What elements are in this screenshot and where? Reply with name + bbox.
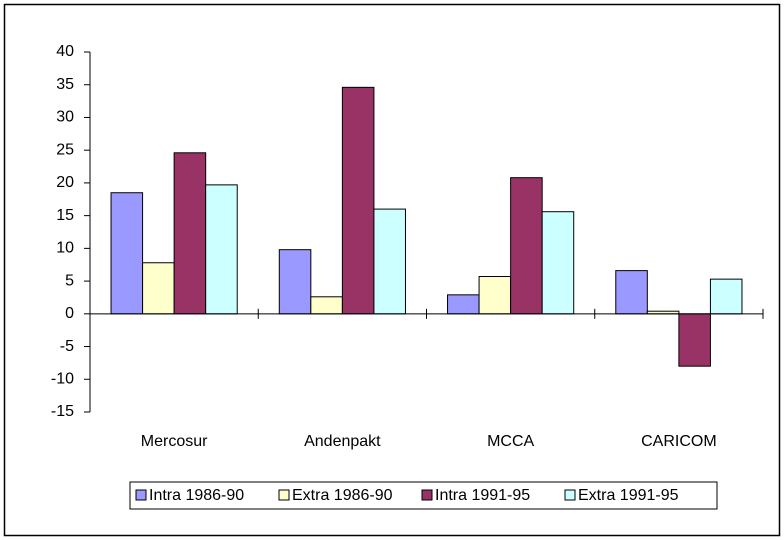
y-tick-label: 15 bbox=[56, 207, 74, 224]
bar bbox=[447, 294, 480, 315]
bar bbox=[510, 177, 543, 315]
bar bbox=[678, 313, 711, 367]
legend-swatch bbox=[278, 489, 290, 501]
legend-swatch bbox=[564, 489, 576, 501]
y-tick-label: 5 bbox=[65, 272, 74, 289]
legend-label: Extra 1991-95 bbox=[578, 487, 679, 504]
legend-swatch bbox=[135, 489, 147, 501]
bar bbox=[341, 86, 375, 315]
legend-swatch bbox=[421, 489, 433, 501]
bar bbox=[205, 184, 238, 315]
x-tick-label: MCCA bbox=[487, 433, 534, 450]
x-tick-label: Mercosur bbox=[141, 433, 208, 450]
legend-label: Extra 1986-90 bbox=[292, 487, 393, 504]
y-tick-label: 40 bbox=[56, 43, 74, 60]
y-tick-label: 10 bbox=[56, 240, 74, 257]
y-tick-label: 20 bbox=[56, 174, 74, 191]
bar bbox=[278, 249, 312, 315]
y-tick-label: -5 bbox=[60, 338, 74, 355]
x-tick-label: Andenpakt bbox=[304, 433, 381, 450]
x-tick-label: CARICOM bbox=[641, 433, 717, 450]
bar bbox=[173, 152, 207, 315]
y-tick-label: 0 bbox=[65, 305, 74, 322]
legend-label: Intra 1986-90 bbox=[149, 487, 244, 504]
bar bbox=[541, 211, 575, 315]
y-tick-label: 30 bbox=[56, 109, 74, 126]
bar bbox=[478, 276, 512, 315]
bar bbox=[142, 262, 175, 315]
y-tick-label: -10 bbox=[51, 370, 74, 387]
y-tick-label: 25 bbox=[56, 141, 74, 158]
bar bbox=[373, 208, 406, 315]
bar bbox=[709, 278, 743, 315]
legend-label: Intra 1991-95 bbox=[435, 487, 530, 504]
bar bbox=[615, 270, 648, 315]
y-tick-label: -15 bbox=[51, 403, 74, 420]
bar bbox=[310, 296, 343, 315]
bar bbox=[110, 192, 144, 315]
y-tick-label: 35 bbox=[56, 76, 74, 93]
